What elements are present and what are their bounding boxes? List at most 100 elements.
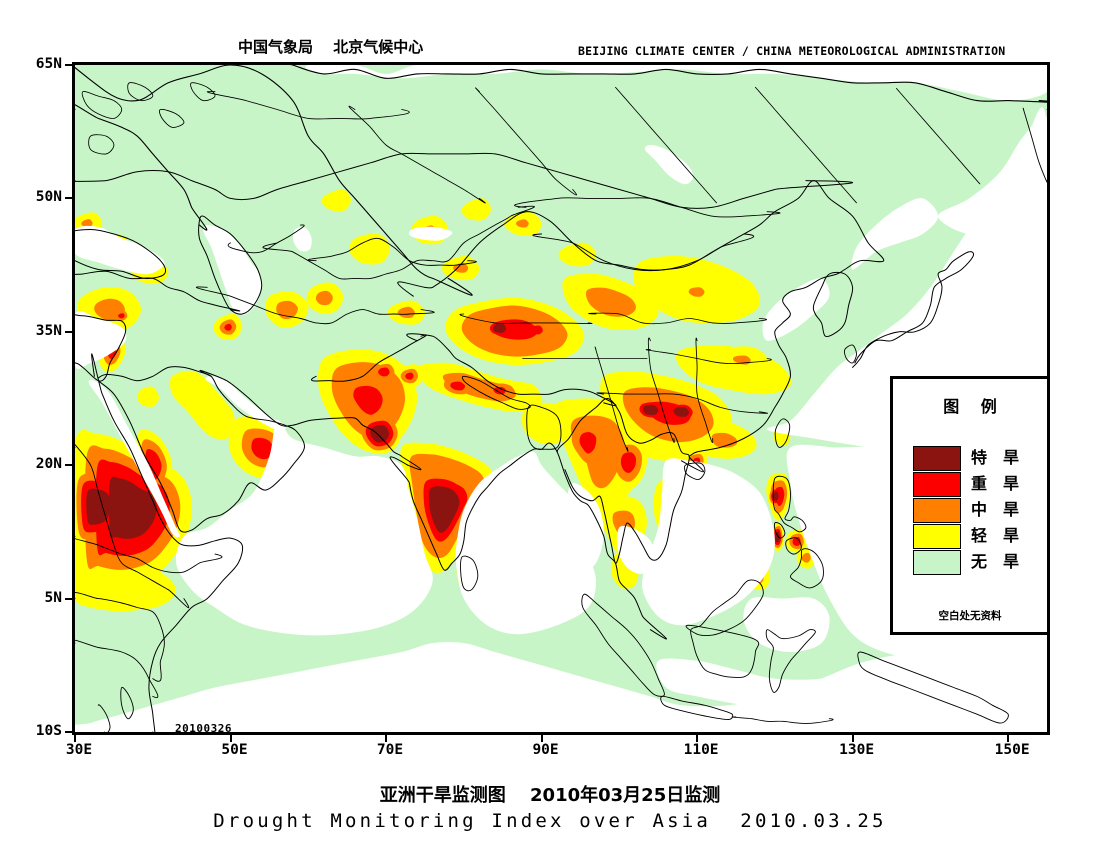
contour-band — [109, 476, 157, 539]
contour-band — [642, 404, 659, 416]
coastline-path — [556, 397, 690, 564]
coastline-path — [75, 229, 167, 279]
y-axis-label-50n: 50N — [35, 189, 62, 206]
coastline-path — [647, 337, 675, 443]
contour-band — [642, 458, 775, 626]
coastline-path — [581, 593, 665, 697]
y-axis-label-5n: 5N — [44, 589, 62, 606]
x-axis-label-130e: 130E — [839, 742, 875, 758]
legend-item-light-drought: 轻 旱 — [913, 524, 1035, 549]
contour-band — [851, 198, 939, 270]
contour-band — [564, 482, 604, 573]
y-axis-label-10s: 10S — [35, 723, 62, 739]
legend-item-extreme-drought: 特 旱 — [913, 446, 1035, 471]
legend-footnote: 空白处无资料 — [938, 610, 1002, 622]
x-axis-label-50e: 50E — [221, 742, 248, 758]
contour-band — [293, 227, 312, 252]
contour-band — [644, 145, 694, 185]
coastline-path — [475, 87, 577, 196]
contour-band — [743, 596, 830, 652]
map-canvas: 20100326 — [72, 62, 1050, 735]
coastline-path — [843, 344, 857, 364]
agency-name-chinese: 中国气象局 北京气候中心 — [238, 38, 424, 56]
x-axis-label-110e: 110E — [683, 742, 719, 758]
coastline-path — [97, 366, 305, 533]
y-axis-tick — [65, 330, 73, 333]
layer-extreme-drought — [86, 323, 780, 543]
caption-english: Drought Monitoring Index over Asia 2010.… — [213, 810, 887, 832]
contour-band — [461, 198, 491, 221]
y-axis-tick — [65, 597, 73, 600]
contour-band — [453, 263, 469, 273]
coastline-path — [206, 91, 410, 120]
legend-item-severe-drought: 重 旱 — [913, 472, 1035, 497]
coastline-path — [97, 704, 111, 732]
coastline-path — [406, 333, 617, 407]
coastline-path — [785, 537, 802, 555]
legend-item-moderate-drought: 中 旱 — [913, 498, 1035, 523]
coastline-path — [75, 592, 165, 682]
coastline-path — [526, 404, 562, 450]
coastline-path — [198, 215, 263, 315]
contour-band — [169, 370, 235, 440]
legend-swatch-severe-drought — [913, 472, 961, 497]
date-stamp: 20100326 — [175, 722, 232, 735]
contour-band — [428, 486, 460, 533]
contour-band — [558, 242, 597, 267]
coastline-path — [588, 312, 768, 325]
coastline-path — [75, 639, 159, 699]
x-axis-tick — [851, 734, 854, 742]
coastline-path — [75, 443, 190, 608]
contour-band — [801, 552, 811, 563]
agency-name-english: BEIJING CLIMATE CENTER / CHINA METEOROLO… — [578, 44, 1006, 58]
contour-band — [688, 287, 705, 297]
contour-band — [203, 225, 262, 315]
coastline-path — [532, 233, 754, 272]
y-axis-tick — [65, 464, 73, 467]
coastline-path — [75, 104, 208, 231]
coastline-path — [755, 86, 857, 204]
coastline-path — [290, 65, 1047, 103]
coastline-path — [190, 82, 216, 102]
coastline-path — [695, 337, 714, 443]
coastline-path — [199, 369, 422, 471]
contour-band — [493, 387, 506, 395]
coastline-path — [196, 286, 435, 325]
x-axis-tick — [696, 734, 699, 742]
y-axis-label-20n: 20N — [35, 456, 62, 473]
contour-band — [370, 425, 390, 443]
coastline-path — [731, 716, 834, 724]
contour-band — [251, 437, 274, 460]
x-axis-tick — [540, 734, 543, 742]
coastline-path — [765, 629, 816, 693]
legend-label-no-drought: 无 旱 — [971, 552, 1020, 571]
coastline-path — [772, 475, 807, 533]
coastline-path — [615, 86, 717, 204]
coastline-path — [120, 686, 134, 720]
y-axis-label-35n: 35N — [35, 322, 62, 339]
contour-band — [205, 376, 286, 432]
contour-band — [772, 491, 779, 501]
page-header: 中国气象局 北京气候中心 BEIJING CLIMATE CENTER / CH… — [0, 0, 1100, 62]
contour-band — [594, 293, 620, 308]
contour-band — [75, 311, 127, 369]
contour-band — [774, 531, 780, 543]
y-axis-tick — [65, 64, 73, 66]
legend-swatch-no-drought — [913, 550, 961, 575]
legend-title: 图 例 — [943, 397, 997, 416]
coastline-path — [1022, 107, 1047, 183]
contour-band — [75, 558, 177, 612]
coastline-path — [645, 349, 772, 364]
contour-band — [530, 325, 543, 335]
coastline-path — [773, 522, 786, 539]
coastline-path — [460, 555, 479, 592]
contour-band — [117, 313, 125, 319]
layer-coastlines — [75, 65, 1047, 732]
legend-label-moderate-drought: 中 旱 — [971, 500, 1020, 519]
contour-band — [455, 451, 596, 635]
legend-swatch-light-drought — [913, 524, 961, 549]
coastline-path — [91, 353, 244, 732]
coastline-path — [81, 90, 123, 119]
coastline-path — [857, 651, 1009, 724]
